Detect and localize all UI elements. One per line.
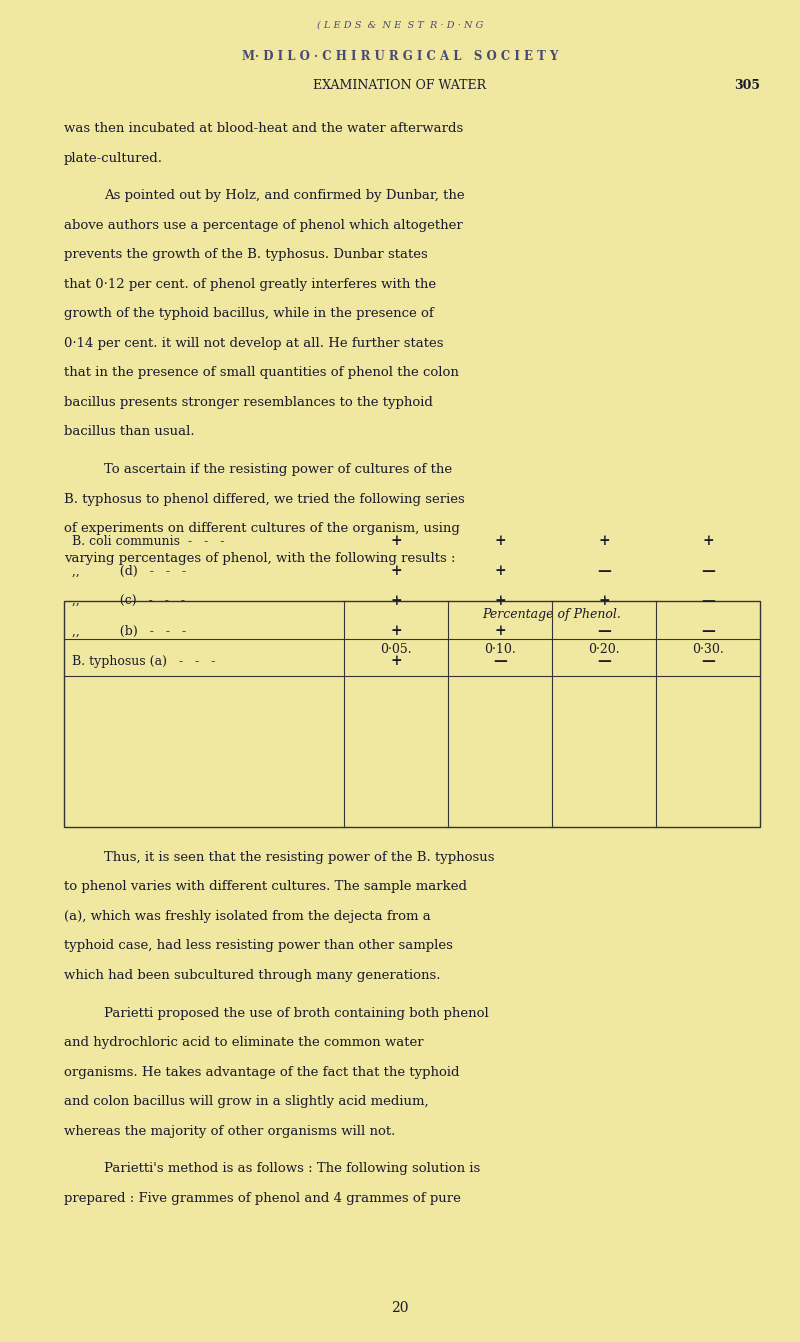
Text: 0·20.: 0·20.	[588, 643, 620, 656]
Text: bacillus presents stronger resemblances to the typhoid: bacillus presents stronger resemblances …	[64, 396, 433, 409]
Text: which had been subcultured through many generations.: which had been subcultured through many …	[64, 969, 441, 982]
Text: 0·30.: 0·30.	[692, 643, 724, 656]
Text: 20: 20	[391, 1302, 409, 1315]
Text: above authors use a percentage of phenol which altogether: above authors use a percentage of phenol…	[64, 219, 462, 232]
Text: to phenol varies with different cultures. The sample marked: to phenol varies with different cultures…	[64, 880, 467, 894]
Text: ,,          (c)   -   -   -: ,, (c) - - -	[72, 595, 185, 608]
Text: that 0·12 per cent. of phenol greatly interferes with the: that 0·12 per cent. of phenol greatly in…	[64, 278, 436, 291]
Text: (a), which was freshly isolated from the dejecta from a: (a), which was freshly isolated from the…	[64, 910, 430, 923]
Text: 0·05.: 0·05.	[380, 643, 412, 656]
Text: and hydrochloric acid to eliminate the common water: and hydrochloric acid to eliminate the c…	[64, 1036, 424, 1049]
Text: +: +	[494, 624, 506, 639]
Text: of experiments on different cultures of the organism, using: of experiments on different cultures of …	[64, 522, 460, 535]
Text: —: —	[701, 564, 715, 578]
Text: ,,          (d)   -   -   -: ,, (d) - - -	[72, 565, 186, 577]
Text: —: —	[597, 655, 611, 668]
Text: +: +	[494, 595, 506, 608]
Text: 305: 305	[734, 79, 760, 93]
Text: +: +	[598, 595, 610, 608]
Text: was then incubated at blood-heat and the water afterwards: was then incubated at blood-heat and the…	[64, 122, 463, 136]
Text: growth of the typhoid bacillus, while in the presence of: growth of the typhoid bacillus, while in…	[64, 307, 434, 321]
Bar	[64, 601, 760, 827]
Text: +: +	[390, 534, 402, 548]
Text: organisms. He takes advantage of the fact that the typhoid: organisms. He takes advantage of the fac…	[64, 1066, 459, 1079]
Text: Parietti's method is as follows : The following solution is: Parietti's method is as follows : The fo…	[104, 1162, 480, 1176]
Text: —: —	[701, 655, 715, 668]
Text: —: —	[597, 624, 611, 639]
Text: +: +	[494, 534, 506, 548]
Text: As pointed out by Holz, and confirmed by Dunbar, the: As pointed out by Holz, and confirmed by…	[104, 189, 465, 203]
Text: +: +	[702, 534, 714, 548]
Text: varying percentages of phenol, with the following results :: varying percentages of phenol, with the …	[64, 552, 455, 565]
Text: Percentage of Phenol.: Percentage of Phenol.	[482, 608, 622, 621]
Text: Thus, it is seen that the resisting power of the B. typhosus: Thus, it is seen that the resisting powe…	[104, 851, 494, 864]
Text: —: —	[493, 655, 507, 668]
Text: —: —	[597, 564, 611, 578]
Text: +: +	[598, 534, 610, 548]
Text: whereas the majority of other organisms will not.: whereas the majority of other organisms …	[64, 1125, 395, 1138]
Text: ,,          (b)   -   -   -: ,, (b) - - -	[72, 625, 186, 637]
Text: 0·10.: 0·10.	[484, 643, 516, 656]
Text: +: +	[390, 624, 402, 639]
Text: that in the presence of small quantities of phenol the colon: that in the presence of small quantities…	[64, 366, 459, 380]
Text: Parietti proposed the use of broth containing both phenol: Parietti proposed the use of broth conta…	[104, 1006, 489, 1020]
Text: +: +	[494, 564, 506, 578]
Text: To ascertain if the resisting power of cultures of the: To ascertain if the resisting power of c…	[104, 463, 452, 476]
Text: plate-cultured.: plate-cultured.	[64, 152, 163, 165]
Text: typhoid case, had less resisting power than other samples: typhoid case, had less resisting power t…	[64, 939, 453, 953]
Text: B. typhosus (a)   -   -   -: B. typhosus (a) - - -	[72, 655, 215, 668]
Text: B. typhosus to phenol differed, we tried the following series: B. typhosus to phenol differed, we tried…	[64, 493, 465, 506]
Text: ( L E D S  &  N E  S T  R · D · N G: ( L E D S & N E S T R · D · N G	[317, 20, 483, 30]
Text: B. coli communis  -   -   -: B. coli communis - - -	[72, 534, 224, 548]
Text: +: +	[390, 595, 402, 608]
Text: —: —	[701, 595, 715, 608]
Text: M· D I L O · C H I R U R G I C A L   S O C I E T Y: M· D I L O · C H I R U R G I C A L S O C…	[242, 50, 558, 63]
Text: prevents the growth of the B. typhosus. Dunbar states: prevents the growth of the B. typhosus. …	[64, 248, 428, 262]
Text: 0·14 per cent. it will not develop at all. He further states: 0·14 per cent. it will not develop at al…	[64, 337, 443, 350]
Text: —: —	[701, 624, 715, 639]
Text: EXAMINATION OF WATER: EXAMINATION OF WATER	[314, 79, 486, 93]
Text: +: +	[390, 655, 402, 668]
Text: prepared : Five grammes of phenol and 4 grammes of pure: prepared : Five grammes of phenol and 4 …	[64, 1192, 461, 1205]
Text: bacillus than usual.: bacillus than usual.	[64, 425, 194, 439]
Text: +: +	[390, 564, 402, 578]
Text: and colon bacillus will grow in a slightly acid medium,: and colon bacillus will grow in a slight…	[64, 1095, 429, 1108]
